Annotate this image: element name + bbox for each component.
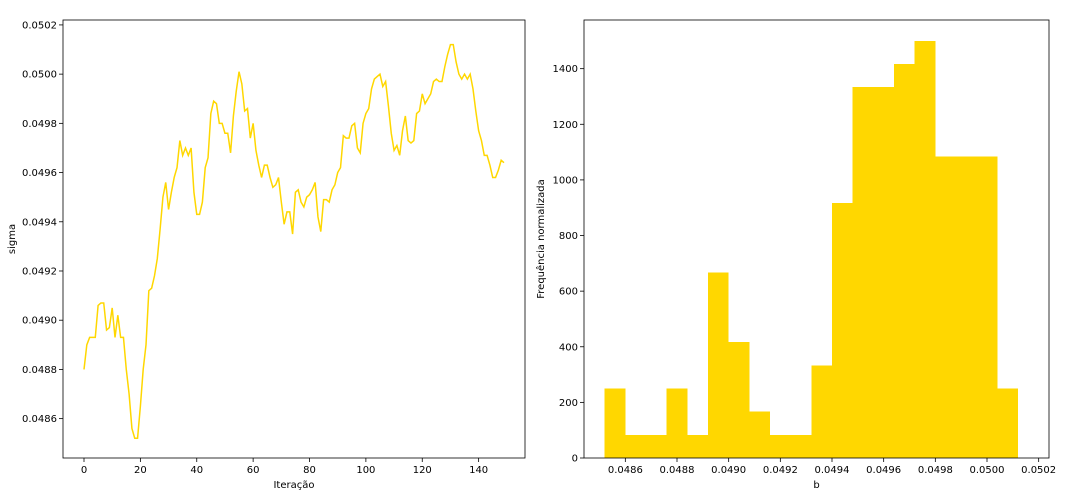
x-tick-label: 40	[190, 465, 203, 476]
x-tick-label: 0.0500	[970, 465, 1005, 476]
histogram-bar	[604, 388, 626, 458]
y-tick-label: 0.0502	[22, 20, 57, 31]
histogram-bar	[956, 156, 977, 458]
x-tick-label: 0.0486	[608, 465, 643, 476]
y-tick-label: 0.0500	[22, 70, 57, 81]
histogram-bar	[832, 203, 853, 458]
histogram-bar	[894, 64, 915, 459]
histogram-bar	[873, 87, 894, 458]
histogram-bar	[935, 156, 956, 458]
x-tick-label: 0.0488	[660, 465, 695, 476]
x-tick-label: 0.0496	[866, 465, 901, 476]
y-tick-label: 0	[572, 454, 578, 465]
y-tick-label: 600	[559, 287, 578, 298]
subplot: 0 20 40 60 80 100 120 140 0.0486 0.0488 0.0490 0.04…	[7, 19, 526, 491]
x-tick-label: 60	[247, 465, 260, 476]
y-tick-label: 1000	[553, 175, 578, 186]
y-tick-label: 0.0496	[22, 168, 57, 179]
x-tick-label: 0.0502	[1021, 465, 1056, 476]
y-tick-label: 800	[559, 231, 578, 242]
histogram-bar	[646, 434, 667, 458]
x-tick-label: 140	[469, 465, 488, 476]
x-tick-label: 0.0492	[763, 465, 798, 476]
y-tick-label: 0.0498	[22, 119, 57, 130]
histogram-bar	[852, 87, 874, 458]
x-tick-label: 120	[413, 465, 432, 476]
histogram-bar	[976, 156, 998, 458]
histogram-bar	[790, 434, 812, 458]
x-axis-label: Iteração	[273, 480, 314, 491]
histogram-bar	[728, 342, 750, 458]
histogram-bar	[625, 434, 646, 458]
y-tick-label: 200	[559, 398, 578, 409]
y-tick-label: 400	[559, 342, 578, 353]
histogram-bar	[687, 434, 708, 458]
y-tick-label: 0.0486	[22, 414, 57, 425]
histogram-bar	[770, 434, 791, 458]
y-axis-label: sigma	[7, 224, 18, 254]
axes-frame	[62, 19, 526, 459]
axes-frame	[583, 19, 1050, 459]
histogram-bar	[997, 388, 1018, 458]
subplot: 0.0486 0.0488 0.0490 0.0492 0.0494 0.0496 0.04…	[535, 19, 1056, 491]
y-tick-label: 0.0492	[22, 266, 57, 277]
y-tick-label: 0.0488	[22, 365, 57, 376]
y-tick-label: 0.0490	[22, 316, 57, 327]
x-tick-label: 0.0490	[711, 465, 746, 476]
x-tick-label: 20	[134, 465, 147, 476]
histogram-bar	[914, 40, 936, 458]
x-tick-label: 100	[356, 465, 375, 476]
histogram-bar	[749, 411, 770, 458]
y-axis-label: Frequência normalizada	[535, 179, 547, 299]
x-tick-label: 0.0498	[918, 465, 953, 476]
x-tick-label: 80	[303, 465, 316, 476]
y-tick-label: 1200	[553, 120, 578, 131]
histogram-bar	[666, 388, 688, 458]
line	[83, 43, 505, 440]
histogram-bar	[708, 272, 729, 458]
y-tick-label: 1400	[553, 64, 578, 75]
x-axis-label: b	[813, 480, 819, 491]
histogram-bar	[811, 365, 832, 458]
y-tick-label: 0.0494	[22, 217, 57, 228]
x-tick-label: 0.0494	[815, 465, 850, 476]
x-tick-label: 0	[81, 465, 87, 476]
